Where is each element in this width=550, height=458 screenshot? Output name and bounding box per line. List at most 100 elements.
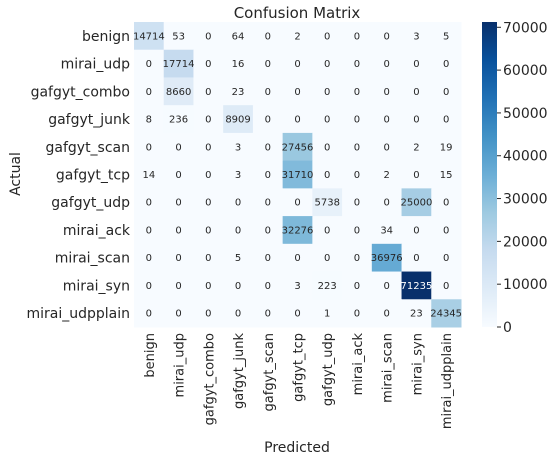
row-tick-label: mirai_scan: [55, 251, 130, 267]
cell-value-label: 34: [380, 225, 393, 236]
cell-value-label: 64: [232, 31, 245, 42]
heatmap-cell: [342, 22, 373, 51]
column-tick-label: gafgyt_tcp: [292, 333, 307, 402]
heatmap-cell: [134, 132, 165, 162]
heatmap-cell: [223, 216, 254, 245]
heatmap-cell: [223, 77, 254, 106]
cell-value-label: 0: [265, 59, 271, 70]
heatmap-cell: [431, 188, 462, 217]
heatmap-cell: [252, 105, 284, 134]
heatmap-cell: [193, 243, 224, 273]
cell-value-label: 0: [354, 225, 360, 236]
cell-value-label: 0: [235, 225, 241, 236]
cell-value-label: 3: [413, 31, 419, 42]
heatmap-cell: [401, 77, 432, 106]
heatmap-cell: [163, 299, 194, 328]
cell-value-label: 0: [146, 198, 152, 209]
cell-value-label: 0: [205, 225, 211, 236]
cell-value-label: 0: [354, 170, 360, 181]
heatmap-cell: [282, 271, 313, 300]
cell-value-label: 0: [354, 198, 360, 209]
cell-value-label: 8: [146, 115, 152, 126]
heatmap-cell: [312, 49, 343, 78]
cell-value-label: 0: [205, 170, 211, 181]
heatmap-cell: [252, 49, 284, 78]
cell-value-label: 0: [146, 253, 152, 264]
cell-value-label: 0: [265, 281, 271, 292]
cell-value-label: 2: [413, 142, 419, 153]
cell-value-label: 0: [324, 59, 330, 70]
heatmap-cell: [163, 243, 194, 273]
heatmap-cell: [163, 77, 194, 106]
cell-value-label: 0: [146, 309, 152, 320]
heatmap-cell: [193, 49, 224, 78]
cell-value-label: 0: [205, 142, 211, 153]
y-axis-label: Actual: [8, 152, 24, 196]
cell-value-label: 0: [354, 253, 360, 264]
heatmap-cell: [193, 160, 224, 189]
heatmap-cell: [193, 188, 224, 217]
heatmap-cell: [401, 243, 432, 273]
heatmap-cell: [342, 77, 373, 106]
cell-value-label: 0: [324, 31, 330, 42]
cell-value-label: 14: [142, 170, 155, 181]
heatmap-cell: [431, 243, 462, 273]
cell-value-label: 0: [383, 142, 389, 153]
cell-value-label: 0: [265, 31, 271, 42]
heatmap-cell: [312, 160, 343, 189]
cell-value-label: 0: [354, 281, 360, 292]
column-tick-label: mirai_syn: [410, 333, 425, 395]
heatmap-cell: [223, 22, 254, 51]
cell-value-label: 0: [443, 87, 449, 98]
heatmap-cell: [282, 77, 313, 106]
cell-value-label: 0: [265, 309, 271, 320]
heatmap-cell: [282, 188, 313, 217]
cell-value-label: 0: [294, 253, 300, 264]
heatmap-cell: [223, 49, 254, 78]
cell-value-label: 0: [324, 170, 330, 181]
cell-value-label: 0: [443, 59, 449, 70]
cell-value-label: 0: [205, 309, 211, 320]
column-tick-label: benign: [143, 333, 158, 378]
heatmap-cell: [431, 271, 462, 300]
heatmap-cell: [134, 299, 165, 328]
heatmap-cell: [252, 243, 284, 273]
heatmap-cell: [342, 243, 373, 273]
heatmap-cell: [431, 105, 462, 134]
heatmap-cell: [312, 132, 343, 162]
heatmap-cell: [252, 77, 284, 106]
cell-value-label: 0: [205, 115, 211, 126]
heatmap-cell: [193, 299, 224, 328]
cell-value-label: 0: [413, 59, 419, 70]
cell-value-label: 2: [383, 170, 389, 181]
cell-value-label: 23: [232, 87, 245, 98]
heatmap-cell: [134, 216, 165, 245]
cell-value-label: 0: [324, 253, 330, 264]
row-tick-label: mirai_syn: [63, 278, 130, 294]
cell-value-label: 3: [235, 142, 241, 153]
row-tick-label: mirai_ack: [63, 223, 131, 239]
heatmap-cell: [134, 160, 165, 189]
heatmap-cell: [163, 105, 194, 134]
heatmap-cell: [163, 271, 194, 300]
heatmap-cell: [342, 160, 373, 189]
heatmap-cell: [401, 132, 432, 162]
cell-value-label: 0: [146, 225, 152, 236]
heatmap-cell: [252, 132, 284, 162]
heatmap-cells: [134, 22, 462, 328]
cell-value-label: 0: [354, 309, 360, 320]
heatmap-cell: [371, 49, 403, 78]
cell-value-label: 0: [324, 87, 330, 98]
heatmap-cell: [223, 132, 254, 162]
heatmap-cell: [312, 243, 343, 273]
heatmap-cell: [223, 271, 254, 300]
cell-value-label: 31710: [282, 170, 314, 181]
cell-value-label: 3: [294, 281, 300, 292]
heatmap-cell: [431, 77, 462, 106]
column-tick-label: gafgyt_junk: [232, 333, 247, 409]
cell-value-label: 0: [265, 115, 271, 126]
cell-value-label: 0: [383, 31, 389, 42]
heatmap-cell: [342, 216, 373, 245]
heatmap-cell: [401, 22, 432, 51]
heatmap-cell: [371, 160, 403, 189]
